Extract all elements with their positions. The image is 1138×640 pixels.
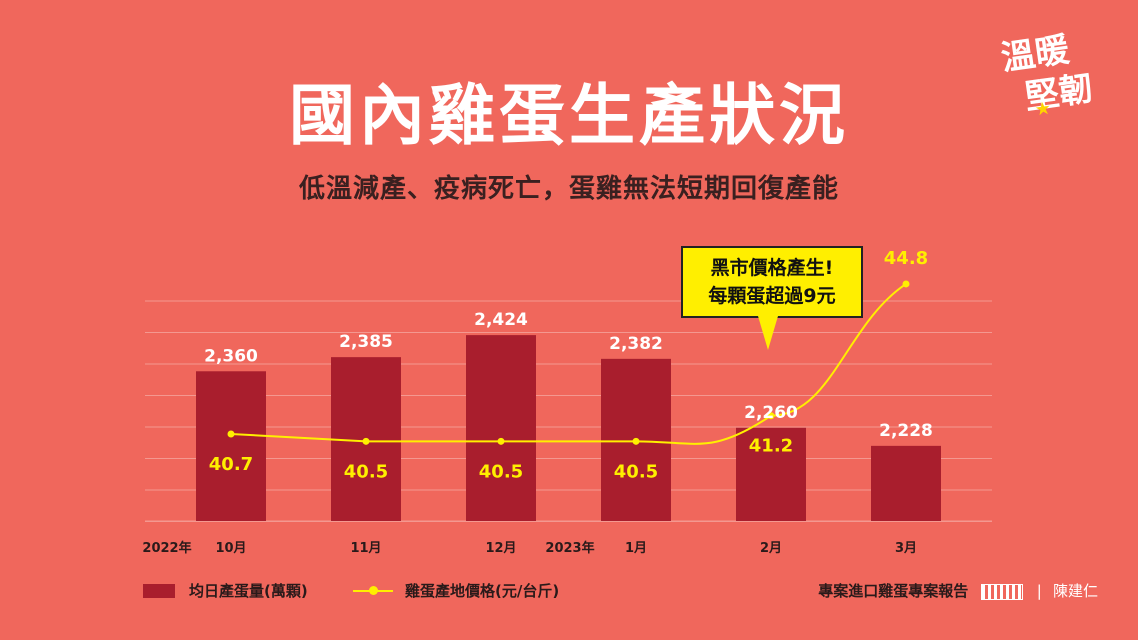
bar-value-label: 2,260 (744, 403, 798, 423)
presenter-name: 陳建仁 (1052, 582, 1098, 600)
bar-3 (466, 335, 536, 521)
x-tick-label: 12月 (485, 541, 516, 556)
bar-value-label: 2,382 (609, 334, 663, 354)
footer-credit: 專案進口雞蛋專案報告 | 陳建仁 (818, 580, 1098, 601)
footer-separator: | (1036, 582, 1042, 600)
year-label: 2022年 (142, 540, 191, 556)
bar-value-label: 2,360 (204, 346, 258, 366)
bar-value-label: 2,424 (474, 310, 528, 330)
bar-1 (196, 371, 266, 521)
price-value-label: 40.5 (344, 461, 388, 482)
callout-pointer (758, 316, 778, 350)
callout-line-1: 黑市價格產生! (710, 257, 834, 279)
page-subtitle: 低溫減產、疫病死亡，蛋雞無法短期回復產能 (298, 174, 839, 204)
x-axis: 10月 11月 12月 1月 2月 3月 2022年 2023年 (142, 540, 917, 556)
price-value-label: 40.5 (614, 461, 658, 482)
x-tick-label: 2月 (760, 541, 782, 556)
legend-line-marker (369, 586, 378, 595)
price-point-2 (362, 437, 370, 445)
x-tick-label: 3月 (895, 541, 917, 556)
bar-value-label: 2,385 (339, 332, 393, 352)
price-line-series (227, 280, 910, 445)
price-point-6 (902, 280, 910, 288)
legend-line-label: 雞蛋產地價格(元/台斤) (405, 582, 560, 600)
price-value-label: 41.2 (749, 436, 793, 457)
data-labels: 2,360 2,385 2,424 2,382 2,260 2,228 40.7 40.5 40… (204, 248, 933, 482)
year-label: 2023年 (545, 540, 594, 556)
legend-bar-label: 均日產蛋量(萬顆) (189, 582, 308, 600)
callout-line-2: 每顆蛋超過9元 (708, 285, 836, 307)
bar-5 (736, 427, 806, 521)
report-title: 專案進口雞蛋專案報告 (818, 582, 969, 600)
government-emblem-icon (981, 583, 1024, 600)
price-value-label: 40.7 (209, 454, 253, 475)
price-point-1 (227, 430, 235, 438)
legend-bar-swatch (143, 584, 175, 598)
price-point-4 (632, 437, 640, 445)
bar-value-label: 2,228 (879, 421, 933, 441)
bar-6 (871, 445, 941, 521)
page-title: 國內雞蛋生產狀況 (289, 77, 849, 154)
price-value-label: 40.5 (479, 461, 523, 482)
price-value-label: 44.8 (884, 248, 928, 269)
x-tick-label: 1月 (625, 541, 647, 556)
grid-lines (145, 300, 992, 522)
price-point-3 (497, 437, 505, 445)
x-tick-label: 10月 (215, 541, 246, 556)
x-tick-label: 11月 (350, 541, 381, 556)
price-point-5 (767, 412, 775, 420)
bar-series (196, 335, 941, 521)
black-market-callout: 黑市價格產生! 每顆蛋超過9元 (681, 246, 863, 318)
